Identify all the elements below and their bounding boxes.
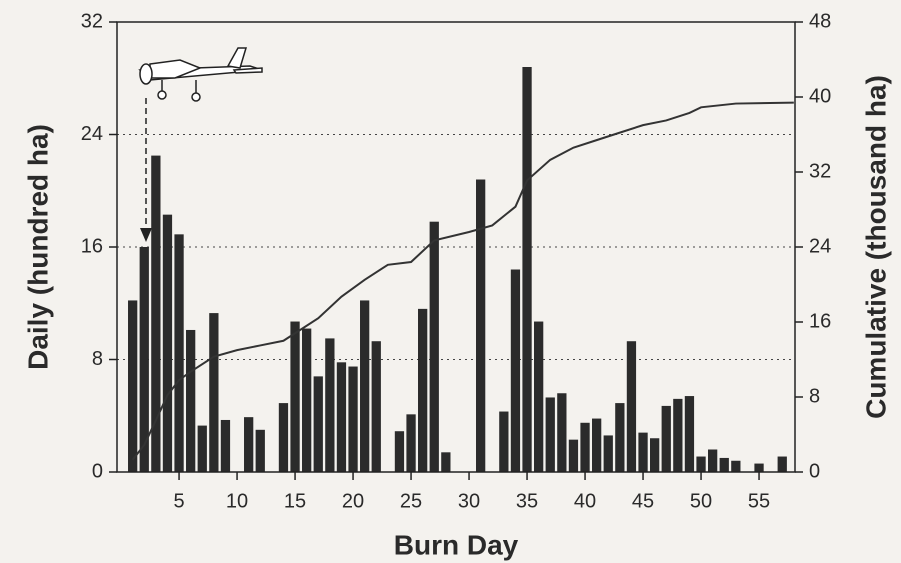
bar [220,419,231,472]
y2-tick-label: 16 [809,310,831,332]
x-tick-label: 25 [400,490,422,512]
bar [719,457,729,472]
y2-tick-label: 32 [809,160,831,182]
bar [510,269,521,472]
bar [278,403,289,472]
bar [592,418,602,472]
bar [290,321,300,472]
bar [557,393,567,472]
bar [325,338,335,472]
airplane [138,47,263,102]
bar [429,221,439,472]
bar [371,341,381,472]
y2-axis-label: Cumulative (thousand ha) [860,75,891,419]
x-tick-label: 40 [574,490,596,512]
bar [615,403,625,472]
bar [661,405,671,472]
bar [418,308,428,472]
bar [673,398,683,472]
x-tick-label: 35 [516,490,538,512]
bar [186,329,196,472]
x-tick-label: 45 [632,490,654,512]
bar [174,234,184,472]
bar [545,397,555,472]
y2-tick-label: 48 [809,10,831,32]
bar [197,425,207,472]
bar [638,432,648,472]
bar [777,456,787,472]
bar [580,422,590,472]
bar [394,431,405,472]
bar [406,414,416,472]
y-tick-label: 8 [92,348,103,370]
y2-tick-label: 8 [809,385,820,407]
bar [568,439,579,472]
y-axis-label: Daily (hundred ha) [22,124,53,370]
x-tick-label: 5 [173,490,184,512]
x-tick-label: 20 [342,490,364,512]
bar [209,313,219,472]
x-tick-label: 55 [748,490,770,512]
bar [244,417,254,472]
y2-tick-label: 0 [809,460,820,482]
y2-tick-label: 24 [809,235,831,257]
bar [151,155,161,472]
y-tick-label: 16 [81,235,103,257]
bar [534,321,544,472]
bar [313,376,323,472]
bar [499,411,509,472]
bar [603,435,613,472]
bar [336,362,347,472]
x-axis-label: Burn Day [394,529,519,560]
bar [696,456,706,472]
bar [360,300,370,472]
bar [626,341,637,472]
x-tick-label: 15 [284,490,306,512]
bar [476,179,486,472]
bar [139,247,149,472]
plot-frame [116,21,796,473]
bar [650,438,660,472]
bar [731,460,741,472]
bar [128,300,138,472]
x-tick-label: 30 [458,490,480,512]
bar [708,449,718,472]
x-tick-label: 10 [226,490,248,512]
arrow-head [140,228,152,242]
bar [162,214,173,472]
bar [754,463,764,472]
bar [302,328,312,472]
y2-tick-label: 40 [809,85,831,107]
bar [522,67,532,472]
bar [441,452,451,472]
bar [348,366,358,472]
bar [684,396,695,472]
x-tick-label: 50 [690,490,712,512]
cumulative-line [131,101,794,461]
y-tick-label: 0 [92,460,103,482]
y-tick-label: 24 [81,123,103,145]
bar [255,429,265,472]
y-tick-label: 32 [81,10,103,32]
